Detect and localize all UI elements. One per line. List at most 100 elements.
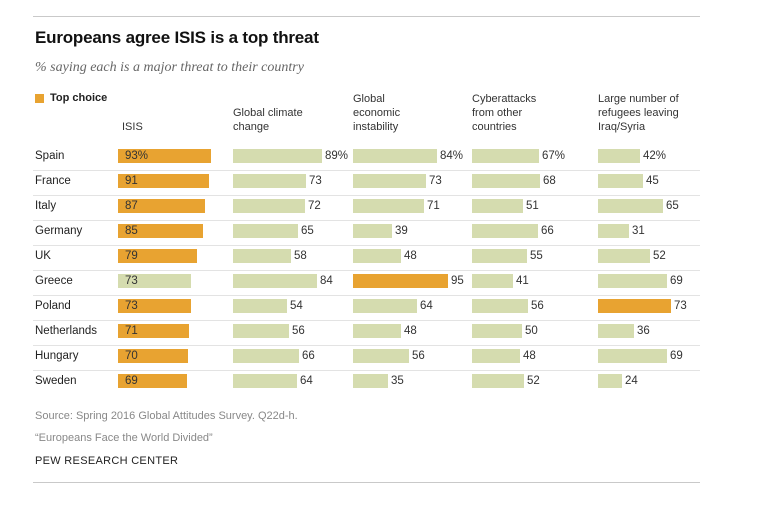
bar: [353, 249, 401, 263]
bar: [118, 249, 197, 263]
column-header: Global economic instability: [353, 92, 463, 134]
bar: [233, 374, 297, 388]
row-divider: [33, 220, 700, 221]
country-label: Poland: [35, 300, 71, 312]
data-label: 41: [516, 275, 529, 287]
bar: [472, 324, 522, 338]
column-header: Large number of refugees leaving Iraq/Syri…: [598, 92, 708, 134]
column-header-line: change: [233, 121, 270, 133]
source-note: Source: Spring 2016 Global Attitudes Sur…: [35, 410, 298, 422]
column-header: Cyberattacks from other countries: [472, 92, 582, 134]
data-label: 55: [530, 250, 543, 262]
country-label: Hungary: [35, 350, 79, 362]
bar: [233, 149, 322, 163]
bar: [598, 224, 629, 238]
bar: [353, 174, 426, 188]
data-label: 84%: [440, 150, 464, 162]
column-header: ISIS: [122, 120, 232, 134]
top-rule: [33, 16, 700, 17]
country-label: Sweden: [35, 375, 77, 387]
row-divider: [33, 245, 700, 246]
country-label: Spain: [35, 150, 65, 162]
column-header-line: countries: [472, 121, 517, 133]
bar: [472, 274, 513, 288]
country-label: Netherlands: [35, 325, 98, 337]
bar: [233, 174, 306, 188]
data-label: 87: [125, 200, 138, 212]
row-divider: [33, 195, 700, 196]
data-label: 48: [404, 325, 417, 337]
data-label: 71: [125, 325, 138, 337]
column-header-line: Large number of: [598, 93, 679, 105]
row-divider: [33, 170, 700, 171]
bar: [118, 199, 205, 213]
report-title-note: “Europeans Face the World Divided”: [35, 432, 213, 444]
data-label: 48: [404, 250, 417, 262]
bar: [353, 324, 401, 338]
row-divider: [33, 295, 700, 296]
data-label: 64: [420, 300, 433, 312]
bar: [353, 274, 448, 288]
bar: [233, 349, 299, 363]
data-label: 65: [301, 225, 314, 237]
bar: [353, 224, 392, 238]
data-label: 68: [543, 175, 556, 187]
data-label: 56: [292, 325, 305, 337]
data-label: 52: [527, 375, 540, 387]
data-label: 36: [637, 325, 650, 337]
bar: [353, 349, 409, 363]
data-label: 79: [125, 250, 138, 262]
bar: [233, 324, 289, 338]
data-label: 70: [125, 350, 138, 362]
data-label: 67%: [542, 150, 566, 162]
bar: [118, 274, 191, 288]
bar: [233, 299, 287, 313]
data-label: 66: [302, 350, 315, 362]
bar: [472, 374, 524, 388]
row-divider: [33, 345, 700, 346]
org-credit: PEW RESEARCH CENTER: [35, 455, 179, 467]
column-header-line: economic: [353, 107, 401, 119]
data-label: 64: [300, 375, 313, 387]
data-label: 73: [429, 175, 442, 187]
legend-label: Top choice: [50, 92, 108, 104]
data-label: 65: [666, 200, 679, 212]
country-label: France: [35, 175, 71, 187]
column-header-line: instability: [353, 121, 399, 133]
data-label: 42%: [643, 150, 667, 162]
bar: [118, 174, 209, 188]
bar: [118, 149, 211, 163]
data-label: 24: [625, 375, 638, 387]
data-label: 95: [451, 275, 464, 287]
column-header-line: Global climate: [233, 107, 303, 119]
bar: [598, 374, 622, 388]
country-label: Italy: [35, 200, 57, 212]
data-label: 58: [294, 250, 307, 262]
row-divider: [33, 270, 700, 271]
bar: [233, 274, 317, 288]
column-header-line: from other: [472, 107, 523, 119]
data-label: 45: [646, 175, 659, 187]
chart-subtitle: % saying each is a major threat to their…: [35, 60, 304, 75]
bottom-rule: [33, 482, 700, 483]
bar: [353, 199, 424, 213]
data-label: 73: [309, 175, 322, 187]
data-label: 73: [125, 275, 138, 287]
data-label: 89%: [325, 150, 349, 162]
bar: [118, 374, 187, 388]
bar: [233, 249, 291, 263]
bar: [472, 349, 520, 363]
legend-swatch: [35, 93, 44, 103]
data-label: 69: [670, 275, 683, 287]
bar: [233, 199, 305, 213]
column-header-line: Global: [353, 93, 385, 105]
column-header-line: Iraq/Syria: [598, 121, 646, 133]
bar: [353, 374, 388, 388]
data-label: 69: [125, 375, 138, 387]
data-label: 56: [412, 350, 425, 362]
row-divider: [33, 370, 700, 371]
bar: [472, 249, 527, 263]
data-label: 91: [125, 175, 138, 187]
data-label: 69: [670, 350, 683, 362]
bar: [472, 199, 523, 213]
